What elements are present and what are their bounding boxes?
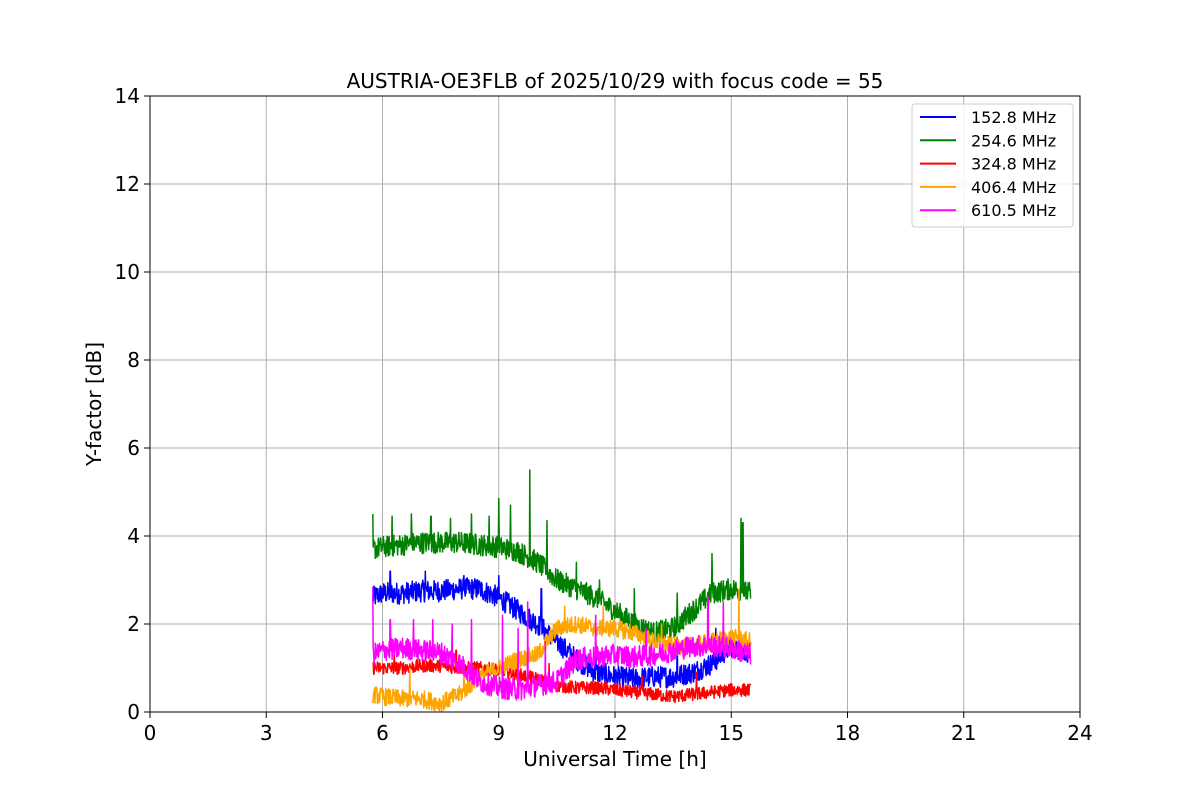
y-tick-label: 2: [127, 612, 140, 636]
x-tick-label: 0: [144, 721, 157, 745]
x-tick-label: 9: [492, 721, 505, 745]
legend-label: 152.8 MHz: [971, 108, 1056, 127]
legend-label: 610.5 MHz: [971, 201, 1056, 220]
series-line-0: [372, 570, 752, 690]
y-tick-label: 4: [127, 524, 140, 548]
x-tick-label: 21: [951, 721, 976, 745]
chart-title: AUSTRIA-OE3FLB of 2025/10/29 with focus …: [347, 69, 884, 93]
y-tick-label: 14: [115, 84, 140, 108]
x-tick-label: 6: [376, 721, 389, 745]
legend-label: 324.8 MHz: [971, 155, 1056, 174]
series-layer: [372, 469, 752, 713]
x-tick-label: 3: [260, 721, 273, 745]
x-tick-label: 15: [719, 721, 744, 745]
x-tick-label: 24: [1067, 721, 1092, 745]
x-tick-label: 12: [602, 721, 627, 745]
legend-label: 406.4 MHz: [971, 178, 1056, 197]
y-tick-label: 12: [115, 172, 140, 196]
legend-box: [911, 103, 1074, 228]
y-tick-label: 10: [115, 260, 140, 284]
legend-label: 254.6 MHz: [971, 131, 1056, 150]
y-tick-label: 6: [127, 436, 140, 460]
y-tick-label: 0: [127, 700, 140, 724]
y-tick-label: 8: [127, 348, 140, 372]
y-axis-label: Y-factor [dB]: [82, 342, 106, 467]
series-line-4: [372, 586, 752, 701]
series-line-1: [372, 469, 752, 644]
legend: 152.8 MHz 254.6 MHz 324.8 MHz 406.4 MHz 610.…: [911, 103, 1074, 228]
x-axis-label: Universal Time [h]: [523, 747, 706, 771]
x-tick-label: 18: [835, 721, 860, 745]
